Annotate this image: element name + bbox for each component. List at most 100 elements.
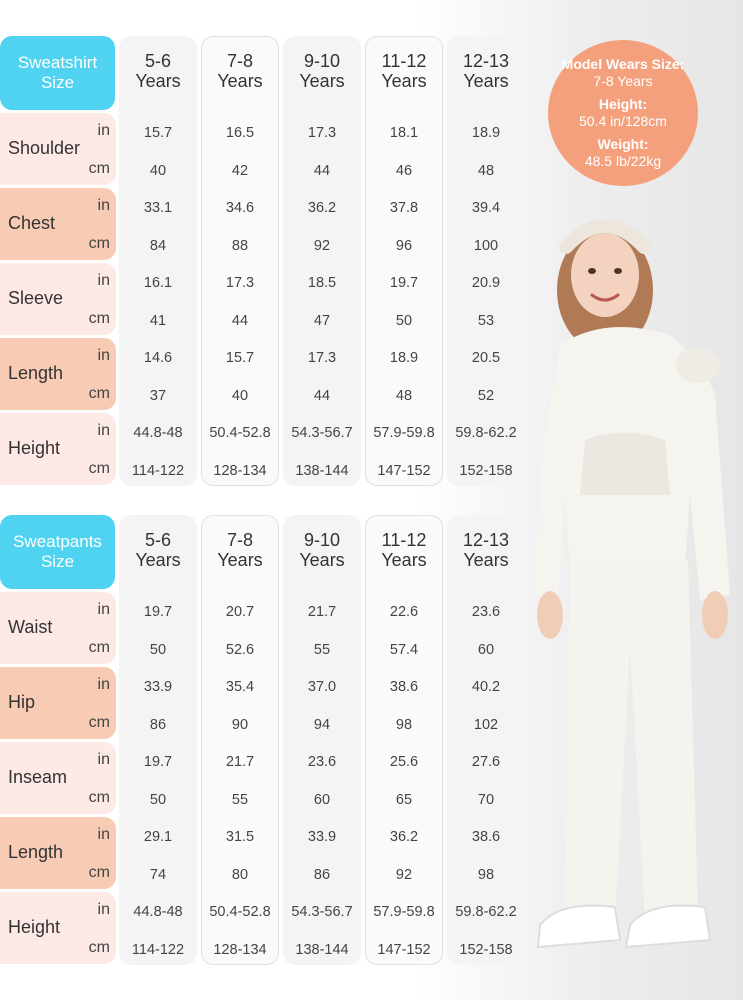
- size-header-range: 11-12: [381, 51, 427, 71]
- sweatpants-size-table: Sweatpants Size 5-6 Years 7-8 Years 9-10 Years 1…: [0, 515, 540, 967]
- value-cm: 42: [231, 163, 249, 179]
- measurement-name: Inseam: [8, 767, 68, 787]
- value-in: 50.4-52.8: [209, 904, 271, 920]
- value-in: 16.5: [225, 125, 255, 141]
- value-in: 15.7: [143, 125, 173, 141]
- measurement-name: Length: [8, 363, 64, 383]
- value-cm: 65: [395, 792, 413, 808]
- size-header-range: 7-8: [226, 51, 253, 71]
- value-cm: 40: [149, 163, 167, 179]
- value-cm: 60: [477, 642, 495, 658]
- table-title: Sweatpants Size: [0, 515, 115, 589]
- value-in: 38.6: [389, 679, 419, 695]
- value-in: 57.9-59.8: [373, 904, 435, 920]
- value-in: 36.2: [307, 200, 337, 216]
- value-cm: 100: [473, 238, 499, 254]
- table-title-line1: Sweatshirt: [17, 53, 98, 72]
- value-cm: 48: [395, 388, 413, 404]
- value-in: 33.9: [143, 679, 173, 695]
- size-column-bg: [119, 515, 197, 965]
- value-cm: 60: [313, 792, 331, 808]
- value-cm: 92: [313, 238, 331, 254]
- value-cm: 138-144: [295, 463, 349, 479]
- unit-cm-label: cm: [88, 714, 110, 731]
- measurement-row-label: Chest in cm: [0, 188, 116, 260]
- value-cm: 70: [477, 792, 495, 808]
- value-in: 17.3: [225, 275, 255, 291]
- unit-in-label: in: [97, 122, 110, 139]
- measurement-name: Length: [8, 842, 64, 862]
- measurement-row-label: Height in cm: [0, 413, 116, 485]
- size-header: 11-12 Years: [365, 530, 443, 570]
- size-header-unit: Years: [217, 71, 263, 91]
- value-in: 18.1: [389, 125, 419, 141]
- size-column-bg: [201, 515, 279, 965]
- value-cm: 41: [149, 313, 167, 329]
- value-in: 25.6: [389, 754, 419, 770]
- size-header: 7-8 Years: [201, 530, 279, 570]
- value-cm: 90: [231, 717, 249, 733]
- value-cm: 98: [477, 867, 495, 883]
- unit-in-label: in: [97, 422, 110, 439]
- value-cm: 114-122: [131, 463, 185, 479]
- measurement-row-label: Length in cm: [0, 817, 116, 889]
- size-header-unit: Years: [135, 71, 181, 91]
- size-column-bg: [447, 36, 525, 486]
- value-in: 15.7: [225, 350, 255, 366]
- size-header-range: 9-10: [303, 530, 341, 550]
- unit-cm-label: cm: [88, 385, 110, 402]
- size-column-bg: [365, 515, 443, 965]
- size-header-unit: Years: [135, 550, 181, 570]
- value-in: 50.4-52.8: [209, 425, 271, 441]
- measurement-name: Height: [8, 438, 61, 458]
- model-photo: [534, 219, 730, 949]
- unit-in-label: in: [97, 197, 110, 214]
- model-weight-label: Weight:: [597, 136, 649, 152]
- size-header: 12-13 Years: [447, 530, 525, 570]
- value-in: 36.2: [389, 829, 419, 845]
- unit-in-label: in: [97, 676, 110, 693]
- value-in: 17.3: [307, 125, 337, 141]
- value-in: 18.5: [307, 275, 337, 291]
- size-column-bg: [283, 36, 361, 486]
- value-in: 37.8: [389, 200, 419, 216]
- size-header-unit: Years: [299, 71, 345, 91]
- unit-in-label: in: [97, 901, 110, 918]
- value-cm: 50: [149, 792, 167, 808]
- value-in: 44.8-48: [133, 904, 183, 920]
- value-in: 22.6: [389, 604, 419, 620]
- size-header-range: 5-6: [144, 530, 171, 550]
- value-in: 44.8-48: [133, 425, 183, 441]
- measurement-row-label: Height in cm: [0, 892, 116, 964]
- measurement-name: Sleeve: [8, 288, 64, 308]
- value-cm: 74: [149, 867, 167, 883]
- measurement-name: Waist: [8, 617, 53, 637]
- size-header-unit: Years: [463, 71, 509, 91]
- unit-in-label: in: [97, 272, 110, 289]
- size-column-bg: [119, 36, 197, 486]
- unit-cm-label: cm: [88, 310, 110, 327]
- unit-cm-label: cm: [88, 639, 110, 656]
- size-header-unit: Years: [381, 71, 427, 91]
- table-title-line1: Sweatpants: [13, 532, 102, 551]
- unit-cm-label: cm: [88, 235, 110, 252]
- measurement-row-label: Waist in cm: [0, 592, 116, 664]
- value-in: 33.1: [143, 200, 173, 216]
- size-header-range: 7-8: [226, 530, 253, 550]
- value-in: 18.9: [389, 350, 419, 366]
- size-header-range: 9-10: [303, 51, 341, 71]
- size-header-range: 12-13: [462, 530, 510, 550]
- value-cm: 88: [231, 238, 249, 254]
- size-header: 12-13 Years: [447, 51, 525, 91]
- size-column-bg: [365, 36, 443, 486]
- value-in: 40.2: [471, 679, 501, 695]
- model-wears-label: Model Wears Size:: [561, 56, 685, 72]
- value-in: 35.4: [225, 679, 255, 695]
- size-header: 11-12 Years: [365, 51, 443, 91]
- value-cm: 52.6: [225, 642, 255, 658]
- value-in: 31.5: [225, 829, 255, 845]
- table-title-line2: Size: [40, 552, 75, 571]
- value-in: 54.3-56.7: [291, 904, 353, 920]
- value-cm: 44: [313, 388, 331, 404]
- measurement-row-label: Hip in cm: [0, 667, 116, 739]
